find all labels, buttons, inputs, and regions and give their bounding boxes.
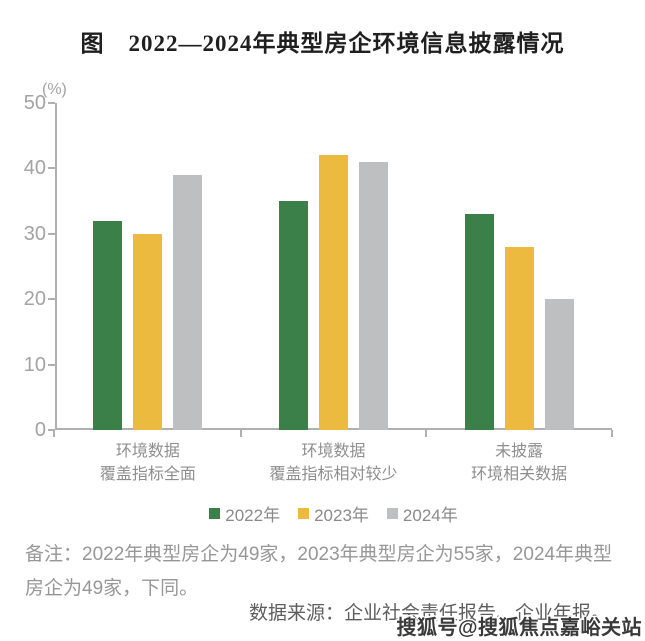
bar-2024年-category-2 <box>359 162 388 430</box>
bar-2023年-category-2 <box>319 155 348 430</box>
y-tick-label-0: 0 <box>34 419 46 441</box>
y-tick-mark-40 <box>48 167 55 170</box>
y-tick-label-50: 50 <box>23 92 46 114</box>
source-text: 数据来源：企业社会责任报告、企业年报。 <box>248 603 610 624</box>
legend: 2022年 2023年 2024年 <box>55 501 612 526</box>
y-tick-label-40: 40 <box>23 157 46 180</box>
bar-2023年-category-3 <box>504 247 534 430</box>
bar-2024年-category-3 <box>544 299 574 430</box>
legend-swatch-2024年 <box>386 508 398 519</box>
y-tick-mark-10 <box>48 363 55 366</box>
y-tick-label-30: 30 <box>23 222 46 245</box>
legend-item-2024年: 2024年 <box>386 501 458 526</box>
y-tick-mark-50 <box>48 102 55 104</box>
x-tick-mark-1 <box>239 430 242 437</box>
bar-2023年-category-1 <box>133 234 163 430</box>
chart-title: 图 2022—2024年典型房企环境信息披露情况 <box>80 31 565 56</box>
x-category-label-1: 环境数据 覆盖指标全面 <box>99 443 196 483</box>
legend-label-2022年: 2022年 <box>225 506 281 525</box>
x-tick-mark-0 <box>53 430 55 437</box>
x-tick-mark-2 <box>425 430 428 437</box>
y-axis-unit-label: (%) <box>42 81 67 98</box>
y-tick-mark-30 <box>48 232 55 235</box>
y-tick-label-20: 20 <box>23 288 46 311</box>
legend-swatch-2022年 <box>209 508 221 519</box>
watermark-text: 搜狐号@搜狐焦点嘉峪关站 <box>396 617 642 639</box>
y-tick-mark-0 <box>48 429 55 431</box>
legend-label-2024年: 2024年 <box>402 506 458 525</box>
x-category-label-3: 未披露 环境相关数据 <box>471 443 568 483</box>
bar-2022年-category-3 <box>464 214 494 430</box>
legend-label-2023年: 2023年 <box>314 506 369 525</box>
bar-2022年-category-1 <box>93 221 123 430</box>
y-tick-label-10: 10 <box>23 353 46 376</box>
legend-item-2023年: 2023年 <box>298 501 369 526</box>
y-tick-mark-20 <box>48 298 55 301</box>
legend-item-2022年: 2022年 <box>209 501 280 526</box>
x-tick-mark-3 <box>611 430 613 437</box>
x-category-label-2: 环境数据 覆盖指标相对较少 <box>269 443 398 483</box>
legend-swatch-2023年 <box>298 508 310 519</box>
bar-2022年-category-2 <box>279 201 308 430</box>
note-text: 备注：2022年典型房企为49家，2023年典型房企为55家，2024年典型房企… <box>25 544 613 599</box>
bar-2024年-category-1 <box>173 175 203 430</box>
